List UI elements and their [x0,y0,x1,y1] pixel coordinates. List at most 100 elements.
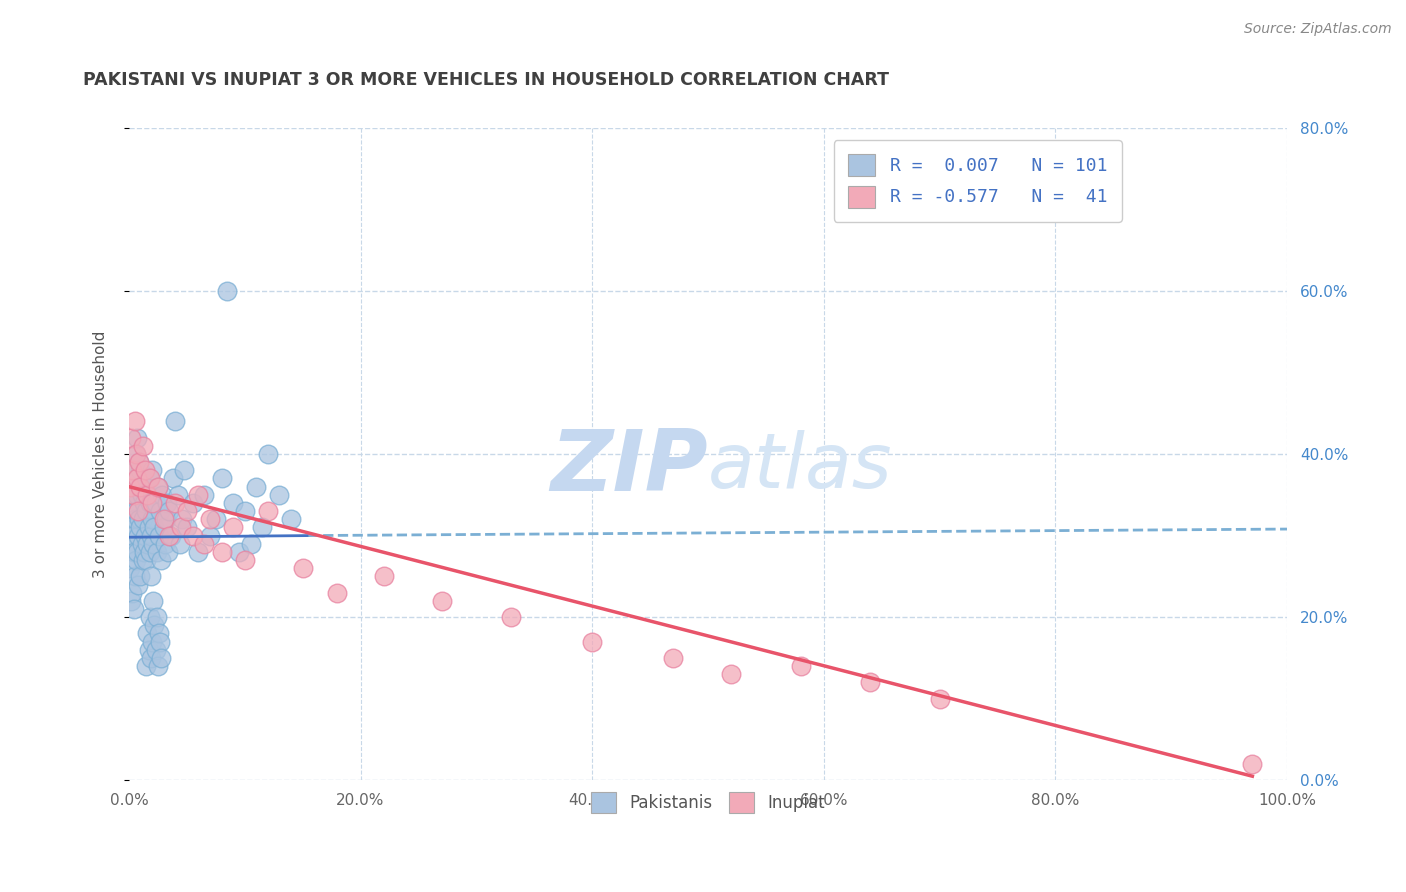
Point [135,553,157,567]
Point [121,585,143,599]
Point [141,496,163,510]
Point [1241,756,1264,771]
Point [211,545,233,559]
Point [198,512,221,526]
Point [127,528,149,542]
Point [125,488,148,502]
Point [789,659,811,673]
Point [233,504,256,518]
Point [204,512,226,526]
Point [222,496,245,510]
Point [131,537,153,551]
Point [120,488,142,502]
Point [125,545,148,559]
Point [134,480,156,494]
Point [155,512,177,526]
Point [139,528,162,542]
Point [373,569,395,583]
Point [141,463,163,477]
Point [166,488,188,502]
Point [118,480,141,494]
Point [172,512,194,526]
Point [150,553,173,567]
Point [430,594,453,608]
Point [152,488,174,502]
Point [143,618,166,632]
Legend: Pakistanis, Inupiat: Pakistanis, Inupiat [582,784,834,821]
Point [720,667,742,681]
Point [128,455,150,469]
Point [239,537,262,551]
Point [120,594,142,608]
Point [222,520,245,534]
Point [291,561,314,575]
Point [136,488,159,502]
Point [120,431,142,445]
Point [139,569,162,583]
Point [127,471,149,485]
Point [118,520,141,534]
Point [269,488,291,502]
Point [233,553,256,567]
Point [142,537,165,551]
Point [501,610,523,624]
Point [146,659,169,673]
Point [928,691,950,706]
Point [181,496,204,510]
Point [280,512,302,526]
Point [132,496,155,510]
Point [228,545,250,559]
Point [125,447,148,461]
Point [135,504,157,518]
Text: atlas: atlas [709,430,893,504]
Point [124,512,146,526]
Point [122,496,145,510]
Point [159,528,181,542]
Point [152,512,174,526]
Point [136,626,159,640]
Point [198,528,221,542]
Point [122,545,145,559]
Point [138,471,160,485]
Point [124,414,146,428]
Point [134,528,156,542]
Point [156,496,179,510]
Point [257,504,280,518]
Point [148,528,170,542]
Point [125,447,148,461]
Point [146,480,169,494]
Point [165,414,187,428]
Point [149,634,172,648]
Point [145,610,167,624]
Point [129,520,152,534]
Point [138,471,160,485]
Point [132,553,155,567]
Point [125,431,148,445]
Point [181,528,204,542]
Point [187,545,209,559]
Point [145,545,167,559]
Point [145,496,167,510]
Point [128,512,150,526]
Point [120,537,142,551]
Point [153,537,176,551]
Point [141,634,163,648]
Point [141,512,163,526]
Point [121,480,143,494]
Point [152,520,174,534]
Point [193,537,215,551]
Point [138,520,160,534]
Point [145,642,167,657]
Point [169,537,191,551]
Point [127,577,149,591]
Text: PAKISTANI VS INUPIAT 3 OR MORE VEHICLES IN HOUSEHOLD CORRELATION CHART: PAKISTANI VS INUPIAT 3 OR MORE VEHICLES … [83,70,889,88]
Point [211,471,233,485]
Point [581,634,603,648]
Point [136,537,159,551]
Point [124,569,146,583]
Point [165,496,187,510]
Point [118,561,141,575]
Y-axis label: 3 or more Vehicles in Household: 3 or more Vehicles in Household [93,330,108,578]
Point [122,488,145,502]
Point [129,569,152,583]
